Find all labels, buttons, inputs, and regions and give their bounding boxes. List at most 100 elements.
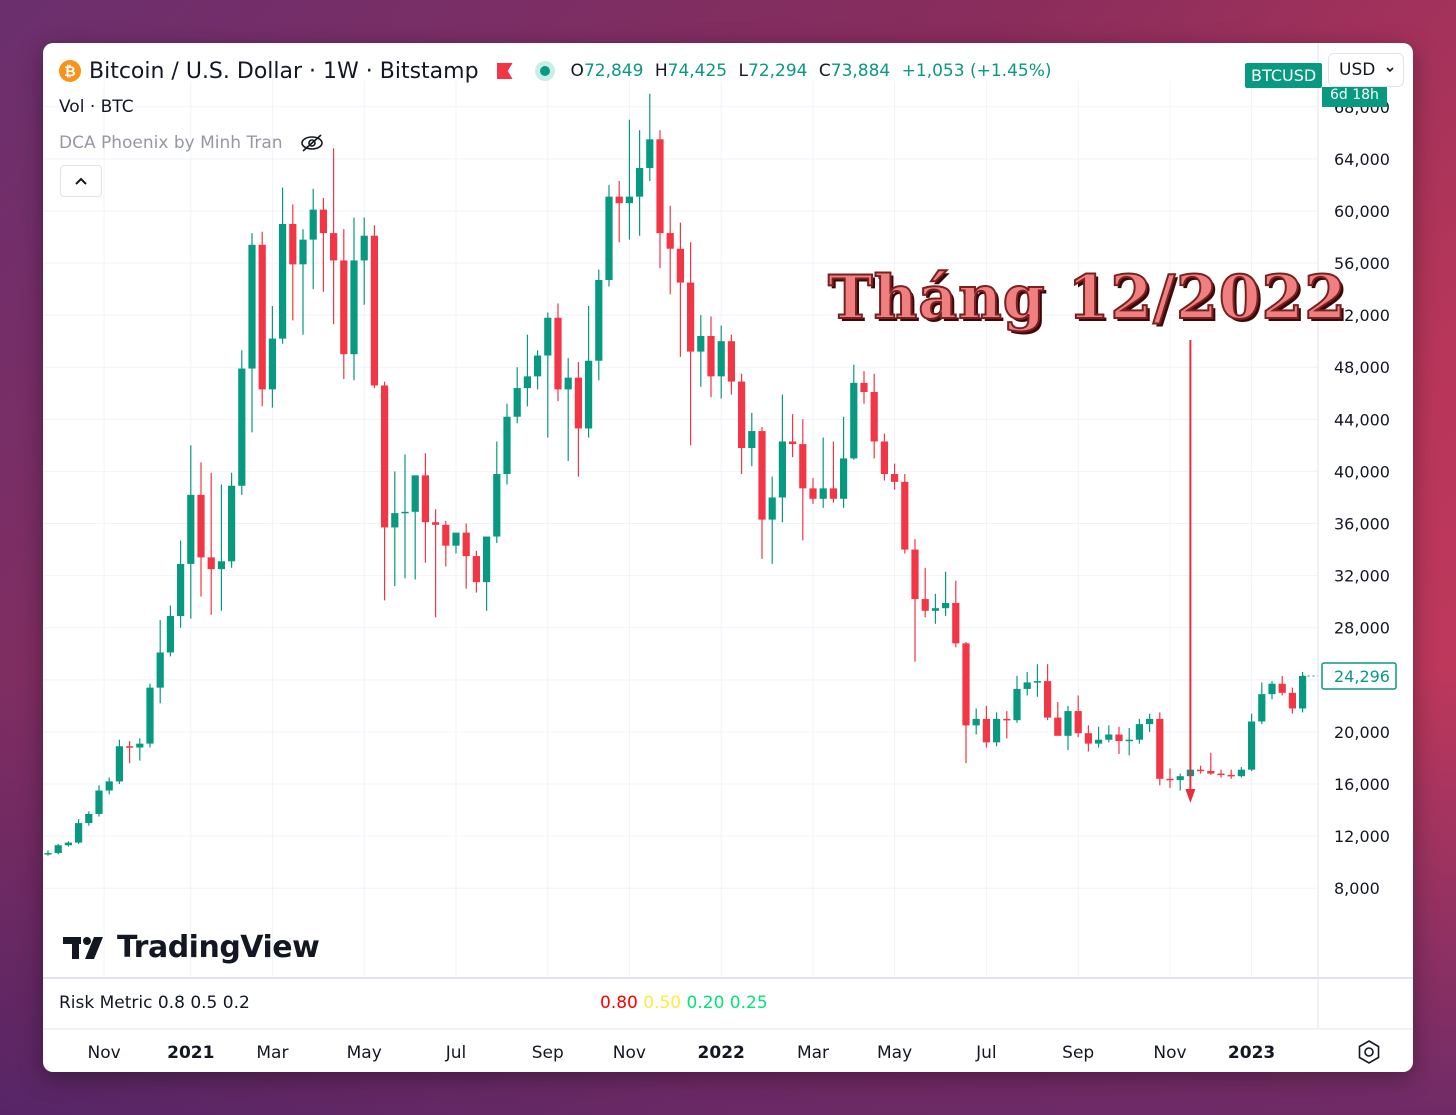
volume-legend[interactable]: Vol · BTC [59,97,134,117]
candle [268,306,276,408]
candle [187,445,195,619]
settings-gear-icon[interactable] [1356,1039,1382,1065]
candle [1156,712,1164,786]
candle [911,539,919,662]
candle [54,843,62,855]
candle-body [727,341,735,382]
candle [1074,695,1082,738]
candle-body [391,513,399,528]
candle [289,204,297,321]
candle-body [1084,733,1092,744]
y-tick-label: 32,000 [1334,567,1390,586]
candle [126,741,134,764]
candle-body [1227,774,1235,777]
tradingview-logo[interactable]: TradingView [63,930,320,965]
candle-body [554,317,562,390]
candle [105,777,113,795]
candle-body [564,377,572,390]
currency-select[interactable]: USD [1328,53,1404,87]
candle [197,462,205,597]
candle [442,520,450,567]
candle [850,364,858,460]
candle-body [268,338,276,390]
candle [309,188,317,290]
candle [564,358,572,462]
candle-body [931,608,939,611]
market-status-icon[interactable] [534,61,555,81]
y-tick-label: 28,000 [1334,619,1390,638]
candle [299,229,307,335]
candle-body [768,497,776,520]
candle-body [513,388,521,417]
candle [1248,713,1256,771]
price-chart[interactable]: 8,00012,00016,00020,00024,00028,00032,00… [43,43,1413,1072]
candle [860,371,868,404]
candle-body [789,441,797,445]
candle-body [248,244,256,369]
candle [799,419,807,541]
candle-body [850,382,858,459]
candle [1299,672,1307,713]
candle-body [758,431,766,520]
candle [452,532,460,554]
candle [1207,752,1215,775]
candle [921,567,929,618]
candle-body [585,360,593,429]
candle [115,739,123,785]
candle-body [1013,688,1021,721]
candle [656,130,664,269]
candle-body [483,536,491,583]
symbol-price-tag: BTCUSD [1245,63,1323,88]
close-value: 73,884 [830,61,891,81]
low-label: L [738,61,748,81]
candle-body [891,474,899,482]
candle [605,184,613,287]
candle [993,712,1001,747]
candle [1176,773,1184,791]
candle-body [401,511,409,514]
candle [228,472,236,568]
candle-body [829,488,837,499]
candle-body [360,235,368,261]
high-value: 74,425 [667,61,728,81]
x-tick-label: May [877,1043,912,1063]
candle-body [534,355,542,377]
candle [401,454,409,579]
y-tick-label: 52,000 [1334,306,1390,325]
symbol-title[interactable]: Bitcoin / U.S. Dollar · 1W · Bitstamp [89,58,479,84]
candle [1146,713,1154,732]
open-label: O [570,61,584,81]
candle-body [1166,778,1174,781]
tradingview-logo-icon [63,936,103,959]
candle [370,225,378,389]
x-tick-label: 2023 [1228,1043,1275,1063]
candle [279,187,287,344]
risk-metric-label[interactable]: Risk Metric 0.8 0.5 0.2 [59,993,250,1013]
candle-body [1105,734,1113,740]
candle [972,708,980,735]
candle-body [636,167,644,197]
flag-icon[interactable] [496,63,513,79]
candle [1105,725,1113,743]
candle-body [64,842,72,846]
candle-body [707,335,715,377]
collapse-legend-button[interactable] [60,165,102,197]
candle-body [309,209,317,240]
candle [574,362,582,477]
candle-body [1044,681,1052,718]
indicator-legend[interactable]: DCA Phoenix by Minh Tran [59,133,325,153]
hidden-eye-icon[interactable] [299,134,325,152]
candle [1013,675,1021,723]
candle-body [54,845,62,854]
candle-body [85,813,93,824]
candle-body [238,368,246,486]
candle-body [493,474,501,537]
y-tick-label: 48,000 [1334,358,1390,377]
symbol-header: ₿ Bitcoin / U.S. Dollar · 1W · Bitstamp … [59,57,1052,85]
candle-body [319,209,327,234]
candle [217,484,225,611]
candle-body [748,431,756,448]
candle-body [503,416,511,475]
candle-body [1023,682,1031,689]
candle [1268,681,1276,700]
